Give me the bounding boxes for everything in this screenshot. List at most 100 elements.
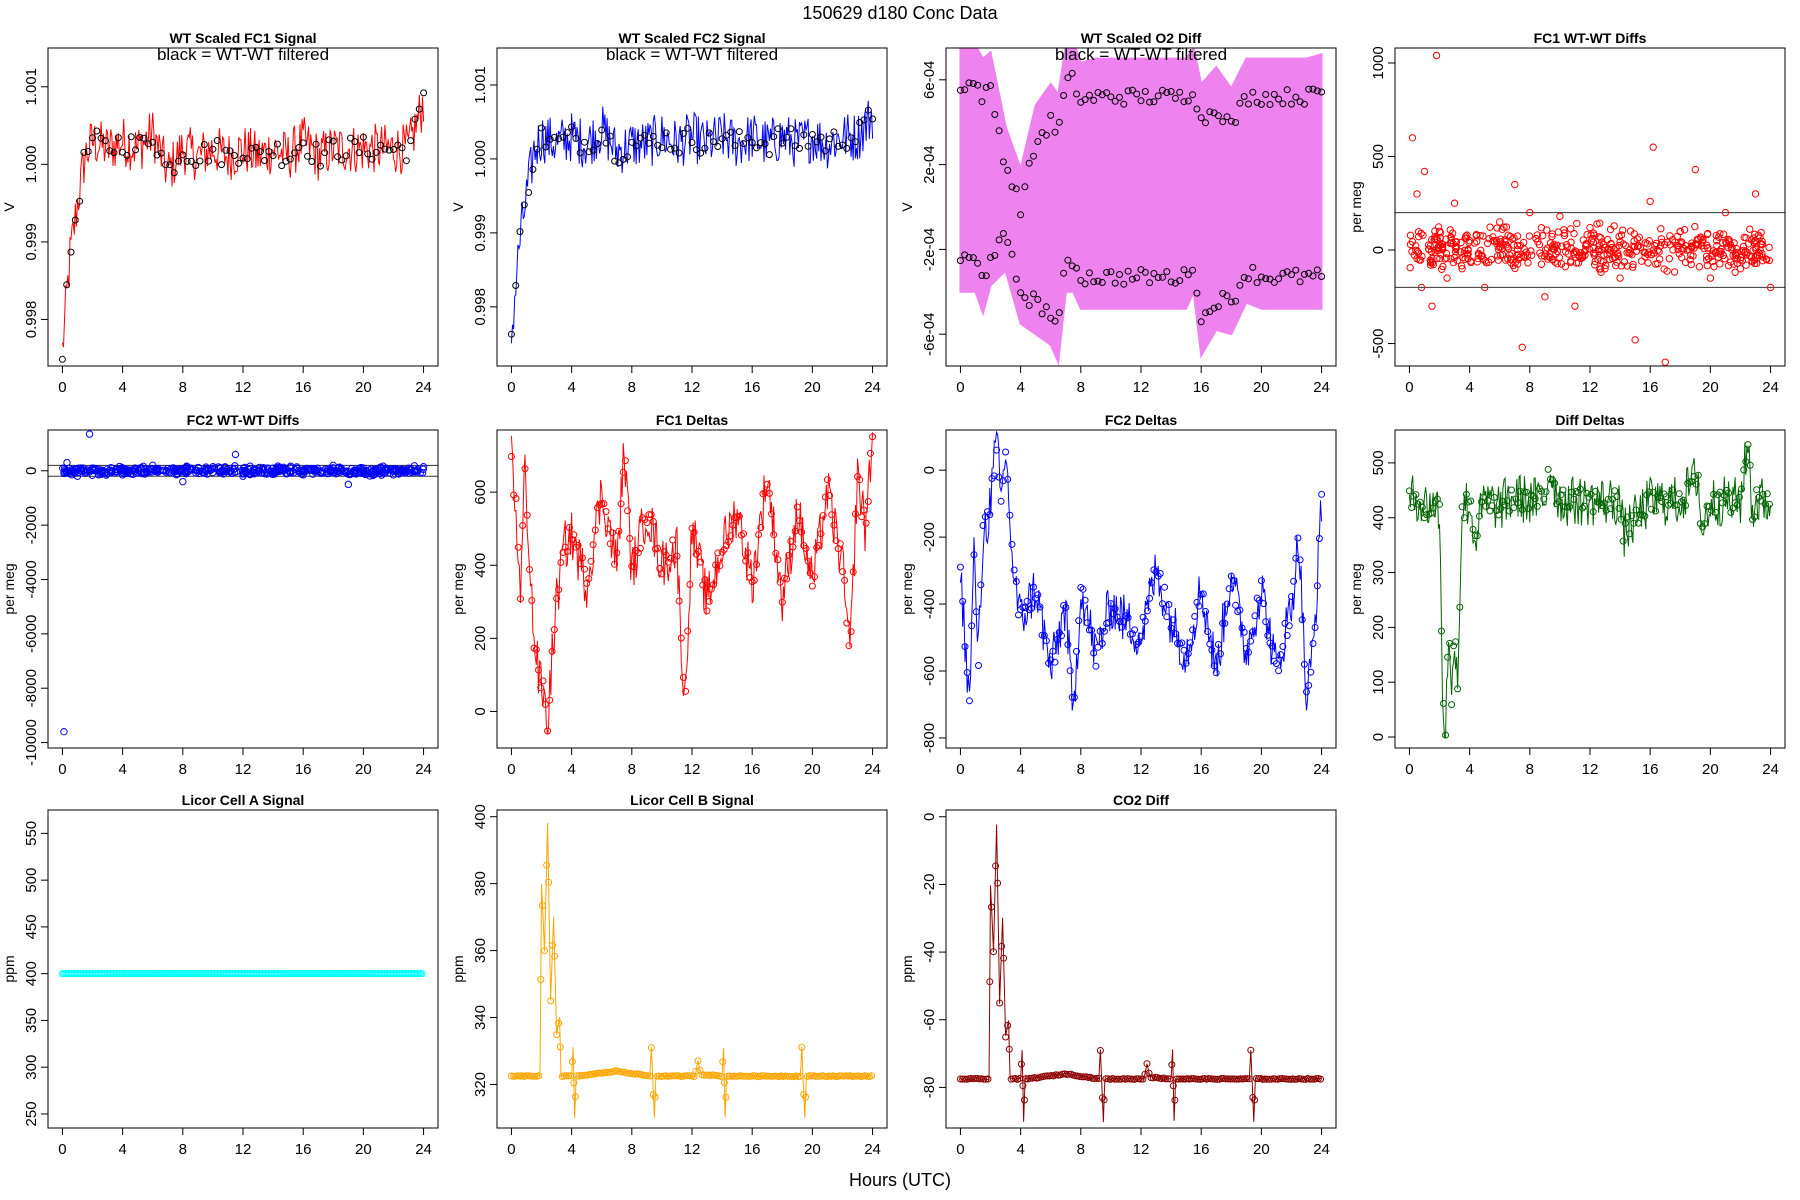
data-point xyxy=(1417,283,1426,292)
data-point xyxy=(326,464,334,472)
data-point xyxy=(628,138,636,146)
data-point xyxy=(286,467,294,475)
data-point xyxy=(1480,283,1489,292)
data-point xyxy=(1508,486,1515,494)
data-point xyxy=(851,510,859,518)
data-point xyxy=(1058,632,1065,640)
data-point xyxy=(716,562,724,570)
data-point xyxy=(1616,274,1624,282)
data-point xyxy=(1414,500,1422,508)
plot-area xyxy=(956,48,1326,366)
data-point xyxy=(1525,504,1533,512)
data-point xyxy=(1120,280,1128,288)
data-point xyxy=(624,153,631,161)
data-point xyxy=(1459,253,1467,262)
x-tick-label: 20 xyxy=(1253,1141,1270,1158)
data-point xyxy=(830,128,838,136)
data-point xyxy=(1738,485,1745,493)
figure-xlabel: Hours (UTC) xyxy=(849,1170,951,1190)
data-point xyxy=(89,134,96,142)
data-point xyxy=(645,511,653,519)
data-point xyxy=(338,156,346,164)
data-point xyxy=(1252,1075,1260,1082)
data-point xyxy=(1754,231,1763,239)
data-point xyxy=(1090,96,1098,104)
data-point xyxy=(1504,231,1512,239)
data-point xyxy=(1236,281,1244,289)
data-point xyxy=(407,466,415,474)
panel-annotation: black = WT-WT filtered xyxy=(606,45,778,64)
data-point xyxy=(757,139,765,147)
data-point xyxy=(1427,247,1436,256)
series-points-0 xyxy=(956,446,1326,705)
data-point xyxy=(1551,258,1559,266)
data-point xyxy=(1677,253,1686,262)
data-point xyxy=(114,134,122,142)
data-point xyxy=(226,147,234,155)
x-tick-label: 16 xyxy=(1193,1141,1210,1158)
data-point xyxy=(1242,645,1250,652)
data-point xyxy=(1184,97,1192,105)
x-tick-label: 4 xyxy=(118,1141,126,1158)
data-point xyxy=(152,466,160,475)
data-point xyxy=(1712,508,1720,516)
data-point xyxy=(679,674,687,681)
data-point xyxy=(1440,700,1447,707)
data-point xyxy=(1731,499,1739,507)
data-point xyxy=(1073,647,1080,655)
data-point xyxy=(1070,693,1078,701)
data-point xyxy=(1449,258,1458,267)
data-point xyxy=(265,469,273,477)
data-point xyxy=(1628,512,1636,520)
x-tick-label: 20 xyxy=(804,761,821,778)
data-point xyxy=(1591,487,1599,495)
data-point xyxy=(1570,229,1578,238)
data-point xyxy=(585,575,593,583)
data-point xyxy=(1434,245,1443,253)
data-point xyxy=(774,556,782,564)
data-point xyxy=(1420,167,1429,176)
data-point xyxy=(1223,600,1231,608)
series-points-0 xyxy=(956,69,1326,219)
data-point xyxy=(60,464,69,473)
data-point xyxy=(271,467,280,475)
data-point xyxy=(1309,272,1317,280)
x-tick-label: 20 xyxy=(804,379,821,396)
data-point xyxy=(1085,91,1093,99)
y-tick-label: -80 xyxy=(921,1077,938,1099)
data-point xyxy=(371,470,379,478)
x-tick-label: 12 xyxy=(1133,1141,1150,1158)
series-points-0 xyxy=(507,433,877,735)
data-point xyxy=(1510,504,1518,512)
data-point xyxy=(1062,604,1070,611)
data-point xyxy=(1206,640,1214,648)
data-point xyxy=(796,517,803,525)
data-point xyxy=(1493,240,1501,248)
data-point xyxy=(1032,594,1040,602)
data-point xyxy=(725,538,732,546)
data-point xyxy=(1053,636,1061,643)
data-point xyxy=(1504,244,1512,253)
data-point xyxy=(1716,260,1724,268)
x-tick-label: 8 xyxy=(1077,1141,1085,1158)
data-point xyxy=(701,576,709,584)
y-tick-label: -2e-04 xyxy=(921,228,938,271)
panel-fc2d: 0 4 8 12 16 20 24 -800 -600 -400 -200 0 per meg FC2 D… xyxy=(899,412,1337,778)
data-point xyxy=(1486,223,1494,231)
y-tick-label: -800 xyxy=(921,723,938,753)
x-tick-label: 8 xyxy=(1077,761,1085,778)
data-point xyxy=(1166,1075,1174,1083)
x-tick-label: 16 xyxy=(744,379,761,396)
data-point xyxy=(1305,85,1313,93)
y-tick-label: 400 xyxy=(23,961,40,986)
plot-area xyxy=(507,432,877,735)
data-point xyxy=(1640,248,1648,256)
data-point xyxy=(1641,512,1649,520)
x-tick-label: 8 xyxy=(628,379,636,396)
data-point xyxy=(1116,93,1123,101)
y-tick-label: -4000 xyxy=(23,560,40,598)
data-point xyxy=(1436,500,1443,508)
data-point xyxy=(1137,632,1145,640)
x-tick-label: 24 xyxy=(415,761,432,778)
y-tick-label: 0.998 xyxy=(23,301,40,339)
